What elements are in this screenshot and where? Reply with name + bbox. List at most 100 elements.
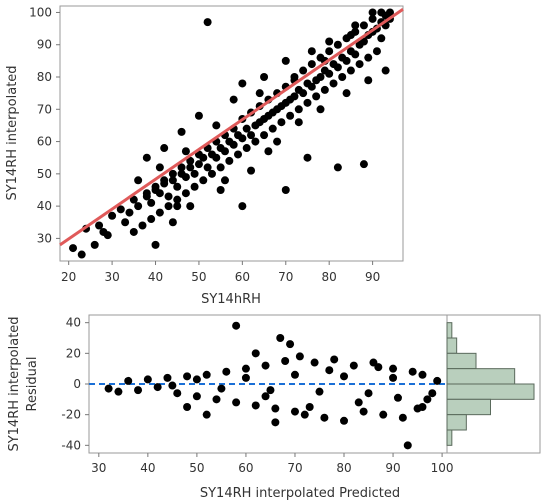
residual-data-point xyxy=(300,410,309,419)
residual-data-point xyxy=(261,392,270,401)
fit-data-point xyxy=(69,244,78,253)
fit-data-point xyxy=(377,34,386,43)
residual-data-point xyxy=(153,383,162,392)
residual-data-point xyxy=(173,389,182,398)
fit-data-point xyxy=(212,121,221,130)
fit-data-point xyxy=(294,105,303,114)
fit-data-point xyxy=(333,163,342,172)
residual-plot-frame xyxy=(88,314,448,454)
fit-data-point xyxy=(220,147,229,156)
fit-data-point xyxy=(307,47,316,56)
fit-data-point xyxy=(203,163,212,172)
fit-data-point xyxy=(151,240,160,249)
residual-data-point xyxy=(418,403,427,411)
fit-y-tick-label: 100 xyxy=(29,5,52,19)
residual-x-tick-label: 80 xyxy=(336,461,351,475)
fit-data-point xyxy=(225,156,234,165)
residual-data-point xyxy=(340,372,349,381)
fit-data-point xyxy=(320,85,329,94)
histogram-bars xyxy=(446,322,535,446)
fit-data-point xyxy=(286,111,295,120)
residual-y-tick-label: 40 xyxy=(66,316,81,330)
residual-data-point xyxy=(315,387,324,396)
fit-data-point xyxy=(173,202,182,211)
fit-x-tick-label: 50 xyxy=(191,270,206,284)
fit-data-point xyxy=(260,73,269,82)
fit-x-tick-label: 60 xyxy=(235,270,250,284)
fit-data-point xyxy=(364,53,373,62)
fit-data-point xyxy=(134,176,143,185)
histogram-bar xyxy=(446,383,535,400)
residual-data-point xyxy=(389,373,398,382)
fit-data-point xyxy=(186,163,195,172)
fit-data-point xyxy=(242,144,251,153)
fit-data-point xyxy=(316,73,325,82)
residual-data-point xyxy=(408,367,417,376)
fit-x-axis-label: SY14hRH xyxy=(201,292,261,307)
fit-data-point xyxy=(108,211,117,220)
residual-data-point xyxy=(271,404,280,413)
fit-data-point xyxy=(260,131,269,140)
fit-data-point xyxy=(90,240,99,249)
residual-data-point xyxy=(359,407,368,416)
fit-data-point xyxy=(385,8,394,17)
fit-y-tick-label: 40 xyxy=(37,199,52,213)
fit-data-point xyxy=(299,89,308,98)
fit-data-point xyxy=(168,218,177,227)
fit-data-point xyxy=(190,169,199,178)
residual-x-tick-label: 100 xyxy=(431,461,454,475)
residual-data-point xyxy=(251,401,260,410)
fit-data-point xyxy=(95,221,104,230)
fit-data-point xyxy=(168,176,177,185)
residual-data-point xyxy=(349,361,358,370)
residual-data-point xyxy=(389,364,398,373)
fit-data-point xyxy=(220,176,229,185)
residual-data-point xyxy=(276,334,285,342)
residual-plot: 30 40 50 60 70 80 90 100 -40 -20 0 20 40 SY14RH int… xyxy=(7,314,541,501)
fit-data-point xyxy=(329,79,338,88)
histogram-bar xyxy=(446,337,458,354)
fit-x-tick-label: 20 xyxy=(61,270,76,284)
fit-data-point xyxy=(359,160,368,169)
residual-x-axis-label: SY14RH interpolated Predicted xyxy=(200,486,400,501)
fit-data-point xyxy=(181,173,190,182)
fit-y-axis-label: SY14RH interpolated xyxy=(5,65,20,200)
residual-data-point xyxy=(241,373,250,382)
residual-data-point xyxy=(266,386,275,395)
fit-data-point xyxy=(251,137,260,146)
fit-data-point xyxy=(125,208,134,217)
fit-y-tick-label: 80 xyxy=(37,70,52,84)
residual-data-point xyxy=(354,398,363,407)
fit-y-tick-label: 60 xyxy=(37,135,52,149)
fit-data-point xyxy=(307,60,316,69)
residual-x-tick-label: 90 xyxy=(385,461,400,475)
fit-data-point xyxy=(238,202,247,211)
fit-x-tick-label: 80 xyxy=(322,270,337,284)
histogram-bar xyxy=(446,429,453,446)
histogram-bar xyxy=(446,414,467,431)
fit-data-point xyxy=(134,202,143,211)
residual-data-point xyxy=(241,364,250,373)
residual-y-axis-label-part2: Residual xyxy=(25,357,40,412)
fit-x-tick-label: 70 xyxy=(278,270,293,284)
fit-data-point xyxy=(333,63,342,72)
histogram-bar xyxy=(446,368,516,385)
fit-data-point xyxy=(160,176,169,185)
fit-data-point xyxy=(342,89,351,98)
fit-data-point xyxy=(247,131,256,140)
fit-x-tick-label: 40 xyxy=(148,270,163,284)
residual-data-point xyxy=(295,352,304,361)
fit-data-point xyxy=(316,105,325,114)
fit-y-ticks: 30 40 50 60 70 80 90 100 xyxy=(29,5,60,245)
residual-data-point xyxy=(281,357,290,365)
fit-data-point xyxy=(355,60,364,69)
fit-data-point xyxy=(181,189,190,198)
residual-data-point xyxy=(183,372,192,381)
fit-data-point xyxy=(268,124,277,133)
fit-data-point xyxy=(164,192,173,201)
fit-data-point xyxy=(142,189,151,198)
fit-y-tick-label: 90 xyxy=(37,38,52,52)
residual-data-point xyxy=(290,407,299,416)
residual-data-point xyxy=(114,387,123,396)
residual-data-point xyxy=(202,370,211,379)
